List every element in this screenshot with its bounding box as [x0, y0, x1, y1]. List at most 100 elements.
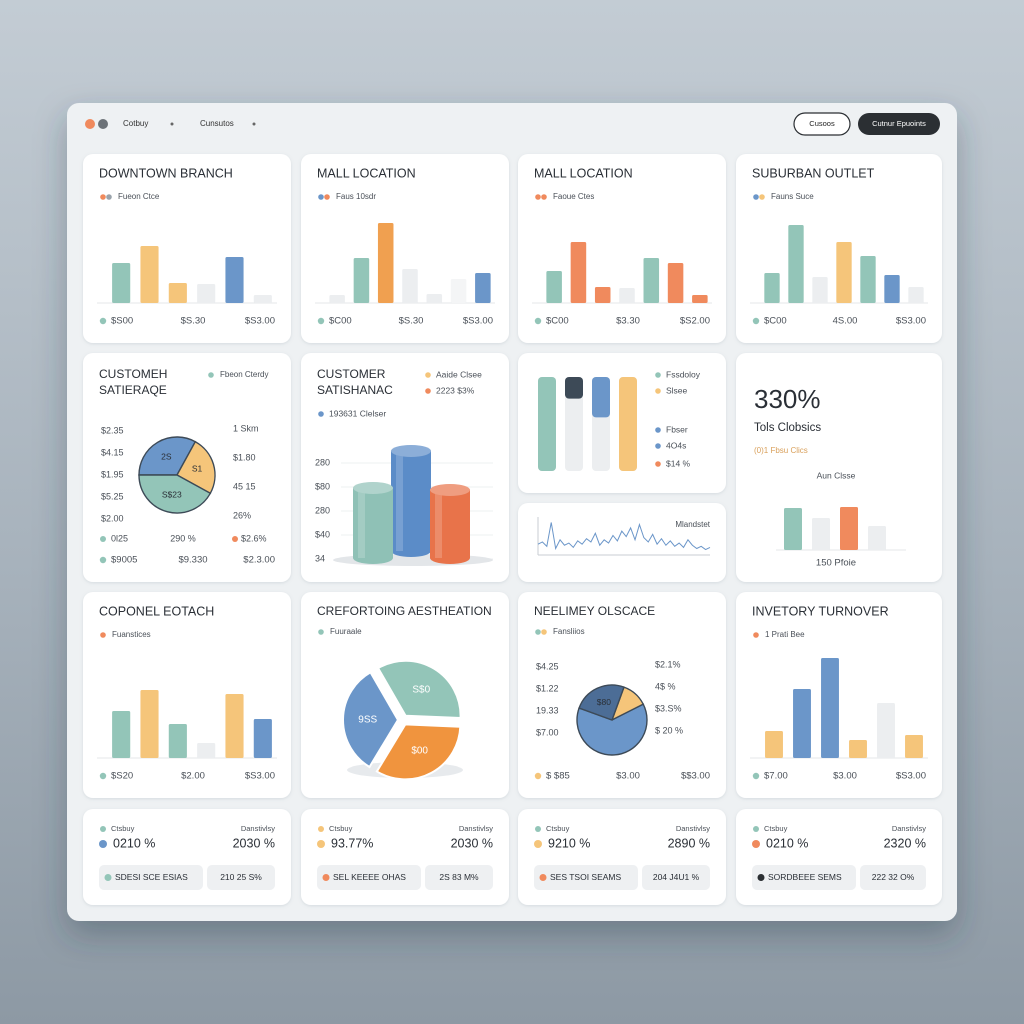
- button-label[interactable]: Cusoos: [809, 119, 835, 128]
- capsule: [619, 377, 637, 471]
- footer-value: $S3.00: [245, 316, 275, 327]
- card: Ctsbuy Danstivlsy 0210 % 2320 % SORDBEEE SEM…: [736, 809, 942, 905]
- footer-value: $S.30: [181, 316, 206, 327]
- cylinder-top-shine: [353, 482, 393, 494]
- bar: [475, 273, 491, 303]
- legend-dot: [318, 411, 324, 417]
- pill-label: SEL KEEEE OHAS: [333, 872, 406, 882]
- footer-value: 150 Pfoie: [816, 558, 856, 569]
- bar: [197, 284, 216, 303]
- window-dot: [85, 119, 95, 129]
- card-title: CREFORTOING AESTHEATION: [317, 604, 492, 618]
- pie-slice: [576, 703, 648, 756]
- card: COPONEL EOTACH Fuanstices $S20 $2.00 $S3.00: [83, 592, 291, 798]
- card-title: INVETORY TURNOVER: [752, 604, 889, 618]
- pie-slice: [578, 684, 625, 721]
- capsule: [565, 377, 583, 399]
- pill: [752, 865, 856, 890]
- bar: [812, 518, 830, 550]
- footer-value: $3.00: [833, 771, 857, 782]
- card-title: MALL LOCATION: [317, 166, 416, 180]
- legend-dot: [752, 772, 760, 780]
- bar: [849, 740, 867, 758]
- footer-value: $S3.00: [896, 771, 926, 782]
- slice-label: S$23: [162, 489, 182, 499]
- bar: [253, 295, 272, 303]
- legend-label: Fueon Ctce: [118, 192, 160, 201]
- legend-label: Fuuraale: [330, 627, 362, 636]
- pie-slice: [176, 440, 216, 495]
- bar: [840, 507, 858, 550]
- axis-label: $2.35: [101, 425, 124, 435]
- footer-value: $S00: [111, 316, 133, 327]
- stat-caption: Ctsbuy: [329, 824, 353, 833]
- legend-label: Fauns Suce: [771, 192, 814, 201]
- cylinder-top-shine: [430, 484, 470, 496]
- axis-label: $2.00: [101, 513, 124, 523]
- pie-slice: [138, 474, 212, 514]
- card: Fssdoloy Slsee Fbser 4O4s $14 %: [518, 353, 726, 493]
- axis-label: 4$ %: [655, 681, 676, 691]
- bar: [402, 269, 418, 303]
- card-title: COPONEL EOTACH: [99, 604, 214, 618]
- footer-value: $S3.00: [463, 316, 493, 327]
- card-bg: [83, 592, 291, 798]
- footer-value: $C00: [546, 316, 569, 327]
- button[interactable]: [858, 113, 940, 135]
- bar: [168, 283, 187, 303]
- nav-icon: [170, 122, 174, 126]
- footer-value: $3.30: [616, 316, 640, 327]
- card-title: DOWNTOWN BRANCH: [99, 166, 233, 180]
- button[interactable]: [793, 112, 851, 136]
- stat-value: 2030 %: [233, 836, 275, 850]
- axis-label: $ 20 %: [655, 725, 683, 735]
- legend-dot: [100, 632, 106, 638]
- stat-value: 2320 %: [884, 836, 926, 850]
- card-title: MALL LOCATION: [534, 166, 633, 180]
- legend-label: Fbeon Cterdy: [220, 370, 268, 379]
- nav-item[interactable]: Cunsutos: [200, 119, 234, 128]
- legend-dot: [100, 194, 106, 200]
- bar: [765, 731, 783, 758]
- cylinder-top: [430, 484, 470, 496]
- kpi-note: (0)1 Fbsu Clics: [754, 446, 808, 455]
- legend-label: Slsee: [666, 385, 688, 395]
- capsule-track: [565, 377, 583, 471]
- cylinder: [430, 490, 470, 564]
- window-dot: [98, 119, 108, 129]
- nav-item[interactable]: Cotbuy: [123, 119, 148, 128]
- cylinder-highlight: [435, 490, 442, 558]
- bar: [619, 288, 635, 303]
- card-bg: [518, 503, 726, 582]
- card-title: SATISHANAC: [317, 383, 393, 397]
- sparkline: [537, 522, 711, 551]
- legend-dot: [757, 874, 765, 881]
- pill: [317, 865, 421, 890]
- card: DOWNTOWN BRANCH Fueon Ctce $S00 $S.30 $S3.00: [83, 154, 291, 343]
- button-label[interactable]: Cutnur Epuoints: [872, 119, 926, 128]
- pill-label: 222 32 O%: [872, 872, 915, 882]
- slice-label: S1: [192, 463, 203, 473]
- pie-slice: [342, 670, 400, 769]
- card: SUBURBAN OUTLET Fauns Suce $C00 4S.00 $S3.00: [736, 154, 942, 343]
- legend-dot: [535, 826, 541, 832]
- stat-caption: Ctsbuy: [764, 824, 788, 833]
- axis-label: $40: [315, 529, 330, 539]
- stat-value: 93.77%: [331, 836, 373, 850]
- legend-dot: [655, 388, 661, 394]
- legend-dot: [753, 194, 759, 200]
- legend-dot: [534, 317, 542, 325]
- legend-dot: [541, 194, 547, 200]
- pill-label: SORDBEEE SEMS: [768, 872, 842, 882]
- pill: [207, 865, 275, 890]
- footer-value: $9005: [111, 555, 137, 566]
- pie-slice: [138, 436, 197, 476]
- bar: [836, 242, 852, 303]
- bar: [692, 295, 708, 303]
- pill: [99, 865, 203, 890]
- stat-value: 9210 %: [548, 836, 590, 850]
- footer-value: $3.00: [616, 771, 640, 782]
- card-title: CUSTOMEH: [99, 367, 167, 381]
- footer-value: $ $85: [546, 771, 570, 782]
- bar: [868, 526, 886, 550]
